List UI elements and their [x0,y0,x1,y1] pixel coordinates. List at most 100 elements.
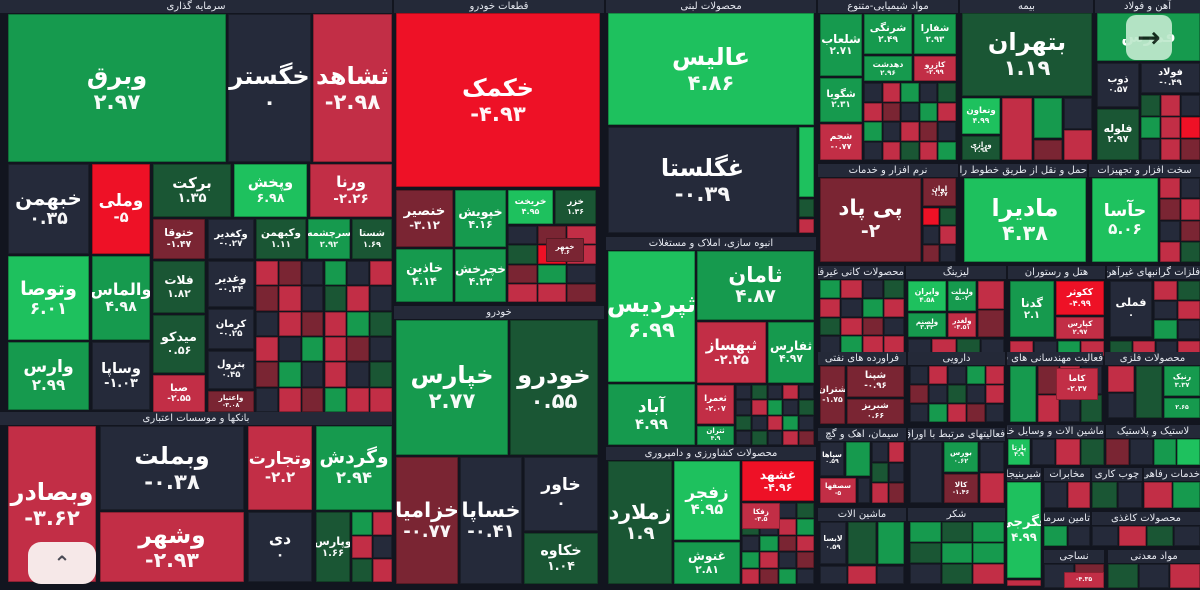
mini-stock-tile[interactable] [940,226,956,244]
mini-stock-tile[interactable] [888,483,904,503]
mini-stock-tile[interactable] [888,442,904,462]
mini-stock-tile[interactable] [352,559,372,582]
stock-tile[interactable]: شفارا ۲.۹۳ [914,14,956,54]
stock-tile[interactable]: خچرخش ۴.۲۳ [455,249,506,302]
mini-stock-tile[interactable] [301,337,324,362]
mini-stock-tile[interactable] [783,385,799,400]
mini-stock-tile[interactable] [938,122,956,141]
stock-tile[interactable]: رنیک ۳.۳۷ [1164,366,1200,396]
stock-tile[interactable]: شگویا ۲.۳۱ [820,78,862,122]
mini-stock-tile[interactable] [883,336,904,354]
stock-tile[interactable]: آباد ۴.۹۹ [608,384,695,445]
stock-tile[interactable]: وپارس ۱.۶۶ [316,512,350,582]
mini-stock-tile[interactable] [1117,482,1142,508]
mini-stock-tile[interactable] [846,442,870,476]
mini-stock-tile[interactable] [910,385,928,403]
stock-tile[interactable]: ثپردیس ۶.۹۹ [608,251,695,382]
mini-stock-tile[interactable] [1044,526,1067,546]
mini-stock-tile[interactable] [1119,526,1146,546]
stock-tile[interactable]: حآسا ۵.۰۶ [1092,178,1158,262]
mini-stock-tile[interactable] [1106,439,1129,465]
stock-tile[interactable]: کرمان -۰.۲۵ [208,309,254,349]
mini-stock-tile[interactable] [508,245,537,264]
mini-stock-tile[interactable] [256,387,278,412]
stock-tile[interactable]: غنوش ۲.۸۱ [674,542,740,584]
mini-stock-tile[interactable] [1002,98,1032,160]
mini-stock-tile[interactable] [278,387,301,412]
stock-tile[interactable]: ورازی ۲.۹۸ [962,136,1000,160]
mini-stock-tile[interactable] [796,519,814,535]
stock-tile[interactable]: خبهمن ۰.۳۵ [8,164,89,254]
mini-stock-tile[interactable] [1080,439,1104,465]
mini-stock-tile[interactable] [1181,117,1200,138]
mini-stock-tile[interactable] [783,400,799,415]
mini-stock-tile[interactable] [372,535,392,559]
stock-tile[interactable]: فولاد -۰.۴۹ [1141,63,1200,93]
stock-tile[interactable]: ککوثر -۴.۹۹ [1056,281,1104,315]
mini-stock-tile[interactable] [751,400,767,415]
stock-tile[interactable]: غگلستا -۰.۳۹ [608,127,797,233]
mini-stock-tile[interactable] [799,400,814,415]
mini-stock-tile[interactable] [848,522,876,564]
stock-tile[interactable]: وکغدیر -۰.۲۷ [208,219,254,259]
mini-stock-tile[interactable] [278,337,301,362]
stock-tile[interactable]: وکبهمن ۱.۱۱ [256,219,306,259]
mini-stock-tile[interactable] [1181,95,1200,116]
mini-stock-tile[interactable] [760,535,778,552]
mini-stock-tile[interactable] [799,219,814,233]
mini-stock-tile[interactable] [1108,564,1138,588]
stock-tile[interactable]: وارس ۲.۹۹ [8,342,89,410]
mini-stock-tile[interactable] [929,404,947,422]
stock-tile[interactable]: وتعاون ۴.۹۹ [962,98,1000,134]
stock-tile[interactable]: ورنا -۲.۲۶ [310,164,392,217]
mini-stock-tile[interactable] [1161,139,1180,160]
mini-stock-tile[interactable] [941,522,973,542]
stock-tile[interactable]: بورس ۰.۶۲ [944,442,978,472]
stock-tile[interactable]: پارتا ۴.۹ [1008,439,1030,465]
mini-stock-tile[interactable] [820,280,841,298]
mini-stock-tile[interactable] [1059,394,1081,422]
mini-stock-tile[interactable] [372,512,392,535]
stock-tile[interactable]: شرنگی ۲.۴۹ [864,14,912,54]
stock-tile[interactable]: میدکو ۰.۵۶ [153,315,205,373]
mini-stock-tile[interactable] [986,385,1004,403]
mini-stock-tile[interactable] [347,311,370,336]
mini-stock-tile[interactable] [910,366,928,384]
mini-stock-tile[interactable] [799,415,814,430]
mini-stock-tile[interactable] [796,552,814,568]
mini-stock-tile[interactable] [508,283,537,302]
mini-stock-tile[interactable] [352,512,372,535]
mini-stock-tile[interactable] [1170,564,1200,588]
mini-stock-tile[interactable] [1177,300,1200,320]
mini-stock-tile[interactable] [767,415,783,430]
mini-stock-tile[interactable] [864,83,882,102]
stock-tile[interactable]: سصفها -۵ [820,478,856,503]
stock-tile[interactable]: خپویش ۴.۱۶ [455,190,506,247]
mini-stock-tile[interactable] [1108,392,1134,418]
stock-tile[interactable]: سرچشمه ۲.۹۲ [308,219,350,259]
stock-tile[interactable]: وتجارت -۲.۲ [248,426,312,510]
mini-stock-tile[interactable] [929,385,947,403]
mini-stock-tile[interactable] [778,568,796,584]
mini-stock-tile[interactable] [910,564,941,584]
mini-stock-tile[interactable] [301,311,324,336]
stock-tile[interactable]: خزر ۱.۳۶ [555,190,596,224]
stock-tile[interactable]: ذوب ۰.۵۷ [1097,63,1139,107]
mini-stock-tile[interactable] [938,141,956,160]
mini-stock-tile[interactable] [760,568,778,584]
stock-tile[interactable]: وساپا -۱.۰۳ [92,342,150,410]
mini-stock-tile[interactable] [841,336,862,354]
stock-tile[interactable]: وشهر -۲.۹۳ [100,512,244,582]
mini-stock-tile[interactable] [370,311,392,336]
mini-stock-tile[interactable] [796,568,814,584]
mini-stock-tile[interactable] [1180,199,1200,220]
scroll-top-button[interactable]: ⌃ [28,542,96,584]
mini-stock-tile[interactable] [862,317,883,336]
mini-stock-tile[interactable] [799,127,814,197]
stock-tile[interactable]: ثبهساز -۲.۲۵ [697,322,766,383]
mini-stock-tile[interactable] [986,404,1004,422]
stock-tile[interactable]: ولصنم ۳.۳۴ [908,313,946,337]
mini-stock-tile[interactable] [1064,98,1092,129]
stock-tile[interactable]: غشهد -۴.۹۶ [742,461,814,501]
stock-tile[interactable]: کالا -۱.۴۶ [944,474,978,503]
